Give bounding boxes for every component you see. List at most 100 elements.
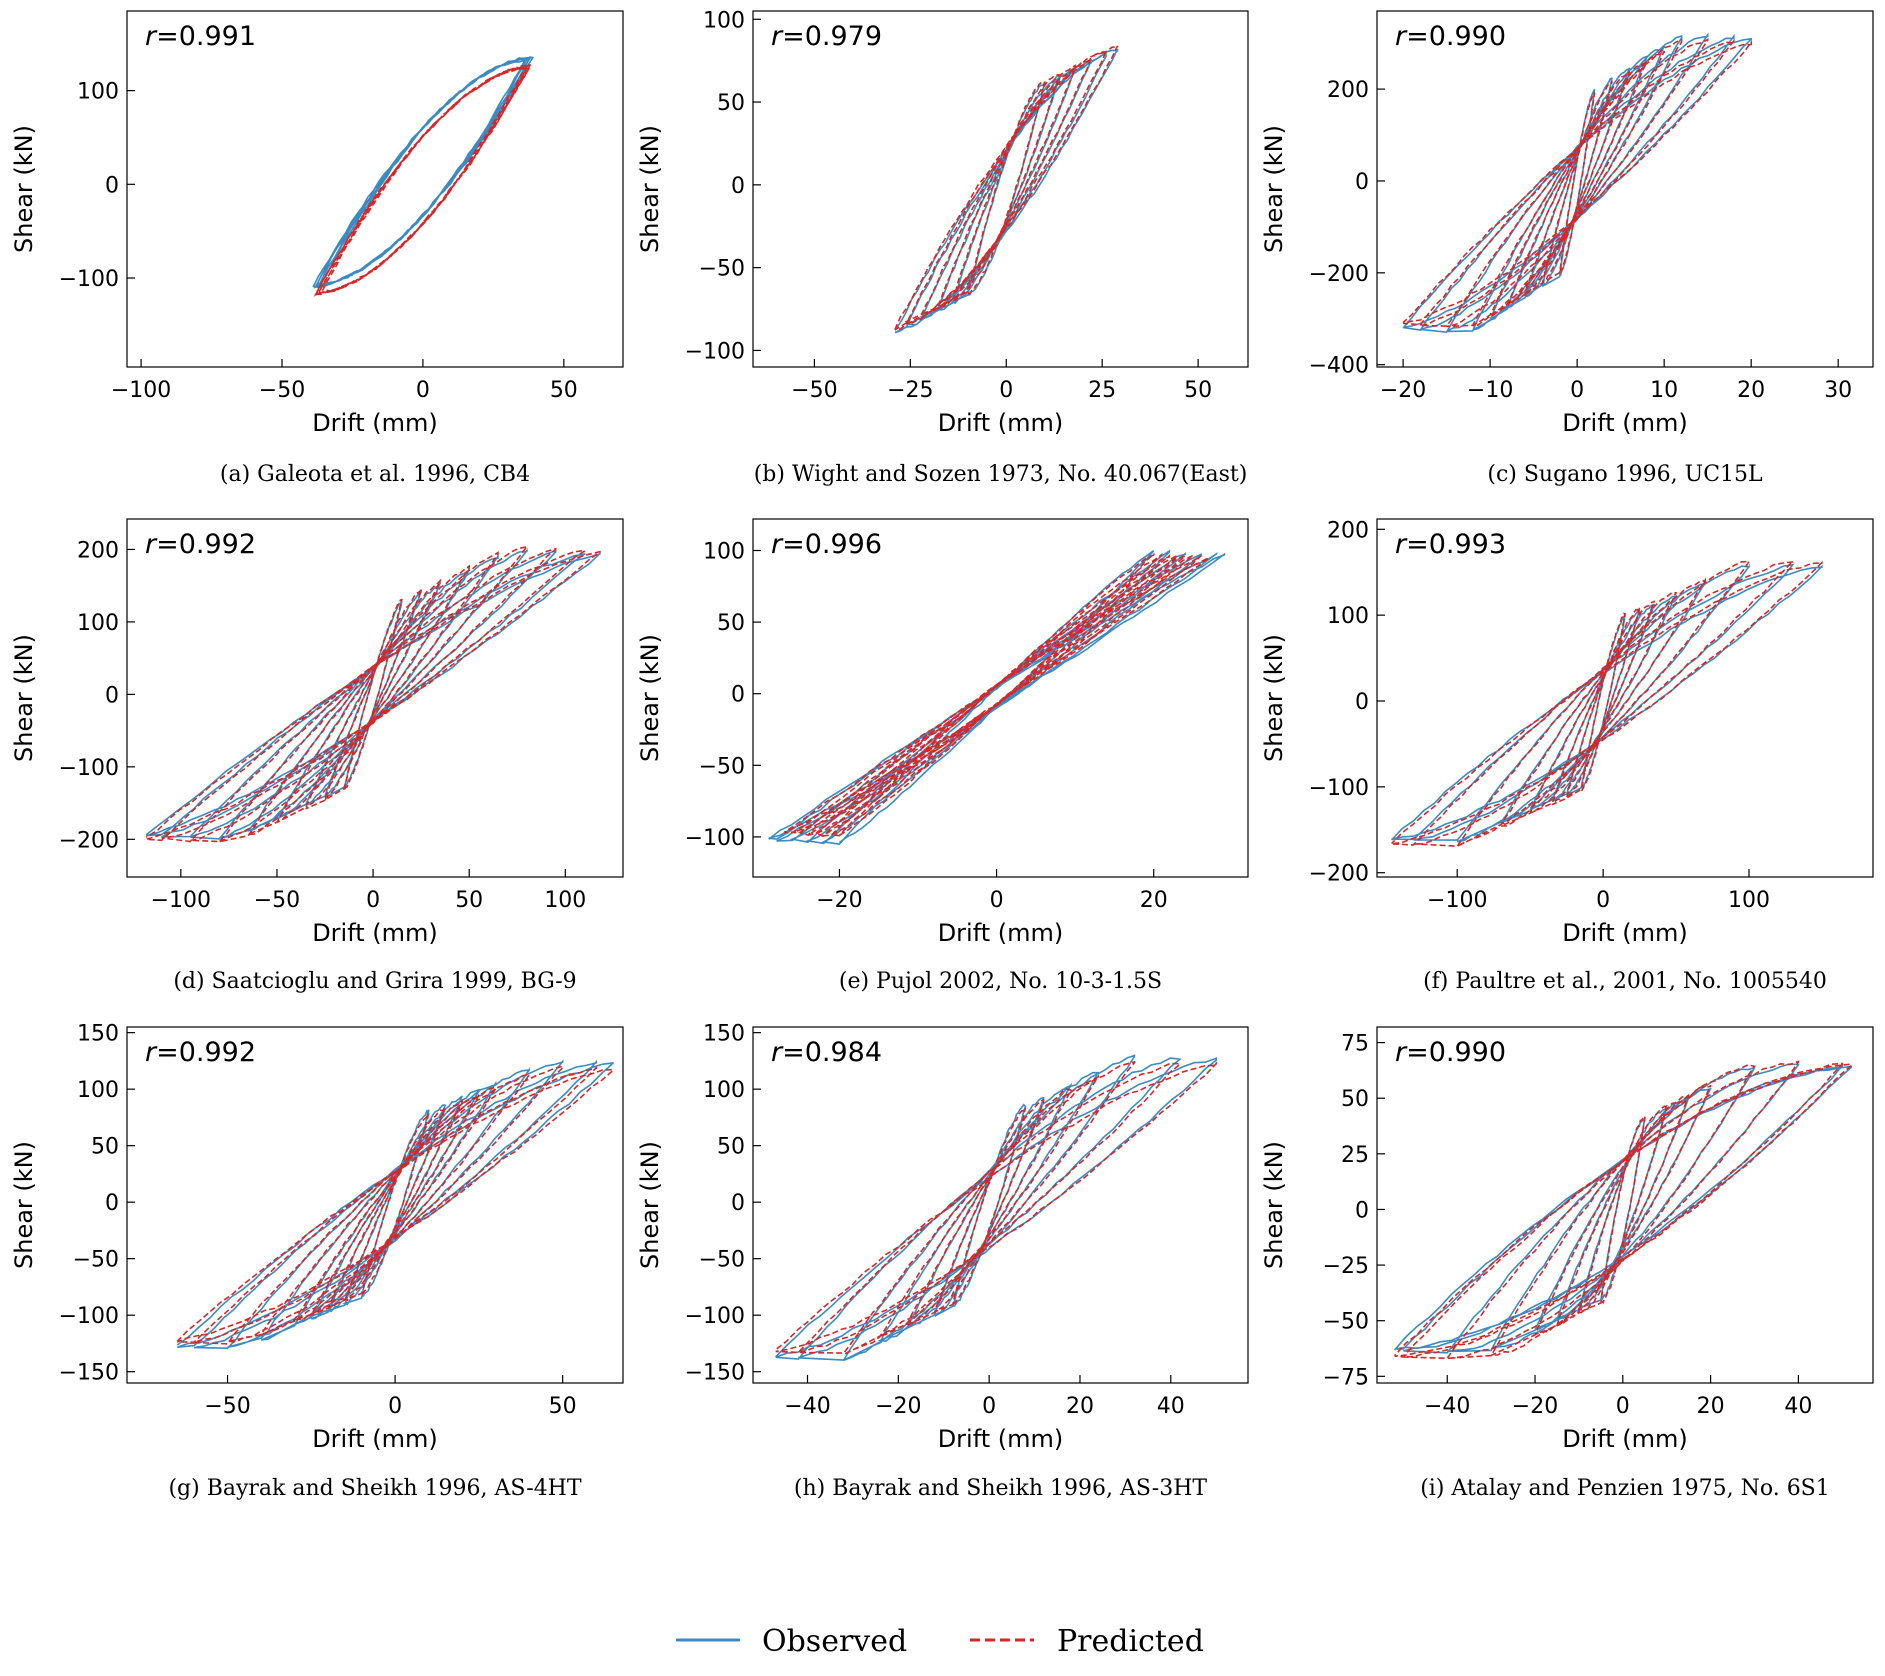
predicted-hysteresis-line — [1394, 1060, 1852, 1360]
x-axis-label: Drift (mm) — [312, 919, 438, 947]
y-tick-label: 0 — [1355, 1198, 1369, 1223]
x-tick-label: 0 — [982, 1394, 996, 1419]
x-tick-label: 100 — [1728, 888, 1770, 913]
observed-hysteresis-line — [1402, 32, 1752, 334]
plot-area — [1402, 32, 1752, 334]
y-tick-label: 0 — [105, 1191, 119, 1216]
correlation-value: =0.979 — [782, 21, 882, 52]
y-axis-label: Shear (kN) — [10, 125, 38, 253]
y-tick-label: −100 — [59, 267, 119, 292]
chart-panel-b: −50 −25 0 25 50 −100 −50 0 50 100 Drift (mm) Shear … — [636, 8, 1249, 487]
subfigure-caption: (a) Galeota et al. 1996, CB4 — [220, 462, 530, 487]
x-tick-label: 50 — [550, 378, 578, 403]
x-tick-label: −50 — [204, 1394, 250, 1419]
subfigure-caption: (h) Bayrak and Sheikh 1996, AS-3HT — [794, 1476, 1208, 1501]
chart-panel-c: −20 −10 0 10 20 30 −400 −200 0 200 Drift (mm) Shear… — [1260, 10, 1874, 487]
y-tick-label: 0 — [731, 683, 745, 708]
chart-panel-a: −100 −50 0 50 −100 0 100 Drift (mm) Shear (kN) r=… — [10, 10, 624, 487]
x-axis-label: Drift (mm) — [938, 919, 1064, 947]
correlation-symbol: r — [1395, 21, 1408, 52]
plot-frame — [126, 518, 624, 878]
subfigure-caption: (g) Bayrak and Sheikh 1996, AS-4HT — [168, 1476, 581, 1501]
correlation-value: =0.993 — [1406, 529, 1506, 560]
x-axis-label: Drift (mm) — [312, 1425, 438, 1453]
x-tick-label: −20 — [816, 888, 862, 913]
x-tick-label: 25 — [1088, 378, 1116, 403]
y-tick-label: 75 — [1341, 1032, 1369, 1057]
predicted-hysteresis-line — [313, 63, 531, 297]
x-tick-label: 50 — [549, 1394, 577, 1419]
x-tick-label: 0 — [388, 1394, 402, 1419]
plot-area — [768, 549, 1226, 846]
plot-frame — [752, 1026, 1249, 1384]
subfigure-caption: (c) Sugano 1996, UC15L — [1487, 462, 1763, 487]
legend: Observed Predicted — [676, 1624, 1204, 1659]
plot-area — [145, 544, 601, 843]
y-tick-label: 50 — [91, 1135, 119, 1160]
y-tick-label: 50 — [1341, 1087, 1369, 1112]
correlation-label: r=0.991 — [145, 21, 256, 52]
chart-panel-f: −100 0 100 −200 −100 0 100 200 Drift (mm) Shear (… — [1260, 518, 1874, 994]
y-tick-label: 0 — [1355, 690, 1369, 715]
x-axis-label: Drift (mm) — [1562, 1425, 1688, 1453]
subfigure-caption: (d) Saatcioglu and Grira 1999, BG-9 — [173, 969, 576, 994]
y-axis-label: Shear (kN) — [636, 125, 664, 253]
plot-area — [775, 1054, 1217, 1361]
y-tick-label: −200 — [1309, 862, 1369, 887]
y-tick-label: 100 — [77, 80, 119, 105]
y-tick-label: 0 — [731, 174, 745, 199]
predicted-hysteresis-line — [783, 552, 1210, 837]
correlation-value: =0.996 — [782, 529, 882, 560]
correlation-symbol: r — [1395, 1037, 1408, 1068]
predicted-hysteresis-line — [1391, 559, 1823, 848]
x-tick-label: −100 — [1427, 888, 1487, 913]
correlation-symbol: r — [771, 1037, 784, 1068]
y-tick-label: 50 — [717, 91, 745, 116]
y-tick-label: 100 — [77, 1078, 119, 1103]
y-axis-label: Shear (kN) — [636, 1141, 664, 1269]
y-tick-label: 100 — [703, 1078, 745, 1103]
plot-area — [1393, 1060, 1852, 1360]
x-axis-label: Drift (mm) — [312, 409, 438, 437]
correlation-label: r=0.993 — [1395, 529, 1506, 560]
predicted-hysteresis-line — [145, 544, 601, 843]
observed-hysteresis-line — [312, 56, 534, 289]
y-tick-label: −75 — [1323, 1365, 1369, 1390]
y-tick-label: −50 — [1323, 1310, 1369, 1335]
correlation-label: r=0.990 — [1395, 1037, 1506, 1068]
y-tick-label: −100 — [1309, 776, 1369, 801]
y-tick-label: −400 — [1309, 354, 1369, 379]
chart-panel-d: −100 −50 0 50 100 −200 −100 0 100 200 Drift (mm) Sh… — [10, 518, 624, 994]
observed-hysteresis-line — [768, 549, 1226, 846]
x-tick-label: −50 — [254, 888, 300, 913]
correlation-label: r=0.992 — [145, 529, 256, 560]
x-tick-label: 40 — [1157, 1394, 1185, 1419]
y-tick-label: 200 — [77, 538, 119, 563]
y-tick-label: −50 — [699, 1248, 745, 1273]
y-tick-label: −25 — [1323, 1254, 1369, 1279]
chart-panel-i: −40 −20 0 20 40 −75 −50 −25 0 25 50 75 Drift (mm) She… — [1260, 1026, 1874, 1501]
correlation-label: r=0.990 — [1395, 21, 1506, 52]
correlation-symbol: r — [771, 529, 784, 560]
x-tick-label: −40 — [1424, 1394, 1470, 1419]
correlation-label: r=0.996 — [771, 529, 882, 560]
x-tick-label: 0 — [1596, 888, 1610, 913]
subfigure-caption: (i) Atalay and Penzien 1975, No. 6S1 — [1420, 1476, 1830, 1501]
plot-area — [894, 45, 1119, 334]
correlation-value: =0.992 — [156, 529, 256, 560]
x-tick-label: 20 — [1066, 1394, 1094, 1419]
y-tick-label: −150 — [685, 1361, 745, 1386]
y-tick-label: −100 — [685, 826, 745, 851]
x-tick-label: −20 — [1512, 1394, 1558, 1419]
x-axis-label: Drift (mm) — [1562, 919, 1688, 947]
correlation-symbol: r — [145, 1037, 158, 1068]
y-tick-label: 50 — [717, 611, 745, 636]
x-axis-label: Drift (mm) — [938, 1425, 1064, 1453]
y-tick-label: 0 — [105, 173, 119, 198]
observed-hysteresis-line — [176, 1059, 614, 1350]
x-tick-label: −50 — [259, 378, 305, 403]
predicted-hysteresis-line — [176, 1065, 614, 1345]
x-tick-label: −100 — [111, 378, 171, 403]
